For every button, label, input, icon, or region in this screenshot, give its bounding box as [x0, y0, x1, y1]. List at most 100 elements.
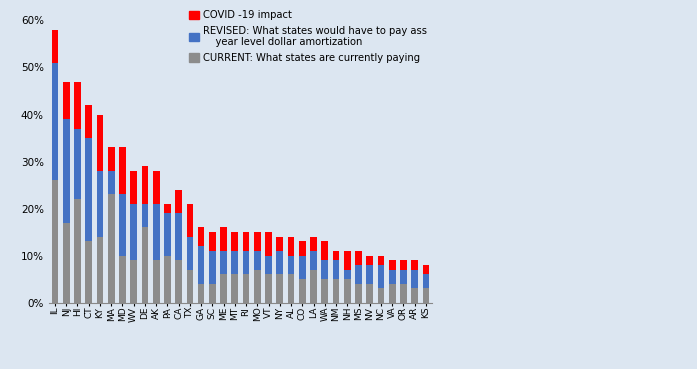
Bar [209, 251, 216, 284]
Bar [164, 213, 171, 256]
Bar [153, 260, 160, 303]
Bar [63, 223, 70, 303]
Bar [277, 237, 283, 251]
Bar [187, 204, 193, 237]
Bar [243, 275, 250, 303]
Bar [277, 275, 283, 303]
Bar [310, 251, 317, 270]
Bar [265, 232, 272, 256]
Bar [209, 284, 216, 303]
Bar [277, 251, 283, 275]
Bar [119, 256, 125, 303]
Bar [141, 166, 148, 204]
Bar [265, 275, 272, 303]
Bar [332, 251, 339, 260]
Bar [153, 204, 160, 260]
Bar [321, 260, 328, 279]
Bar [187, 270, 193, 303]
Bar [378, 265, 384, 289]
Bar [209, 232, 216, 251]
Bar [299, 279, 306, 303]
Bar [52, 30, 59, 63]
Bar [175, 190, 182, 213]
Bar [130, 171, 137, 204]
Bar [97, 114, 103, 171]
Bar [52, 180, 59, 303]
Bar [389, 260, 396, 270]
Bar [344, 270, 351, 279]
Bar [321, 241, 328, 260]
Bar [321, 279, 328, 303]
Bar [254, 232, 261, 251]
Bar [74, 129, 81, 199]
Bar [389, 270, 396, 284]
Bar [85, 105, 92, 138]
Bar [141, 204, 148, 227]
Bar [400, 270, 407, 284]
Bar [299, 241, 306, 256]
Bar [243, 251, 250, 275]
Bar [299, 256, 306, 279]
Bar [265, 256, 272, 275]
Bar [288, 237, 294, 256]
Bar [332, 279, 339, 303]
Bar [198, 227, 204, 246]
Bar [187, 237, 193, 270]
Bar [344, 251, 351, 270]
Bar [63, 119, 70, 223]
Bar [355, 251, 362, 265]
Bar [422, 289, 429, 303]
Bar [367, 265, 373, 284]
Bar [422, 265, 429, 275]
Bar [367, 256, 373, 265]
Bar [243, 232, 250, 251]
Bar [74, 199, 81, 303]
Bar [310, 237, 317, 251]
Bar [119, 194, 125, 256]
Bar [288, 275, 294, 303]
Bar [85, 138, 92, 241]
Bar [153, 171, 160, 204]
Bar [85, 241, 92, 303]
Bar [310, 270, 317, 303]
Bar [411, 260, 418, 270]
Bar [332, 260, 339, 279]
Bar [231, 275, 238, 303]
Bar [220, 227, 227, 251]
Bar [254, 270, 261, 303]
Bar [367, 284, 373, 303]
Bar [108, 194, 114, 303]
Bar [411, 289, 418, 303]
Bar [52, 63, 59, 180]
Bar [231, 232, 238, 251]
Bar [198, 284, 204, 303]
Bar [164, 256, 171, 303]
Bar [344, 279, 351, 303]
Bar [378, 256, 384, 265]
Bar [378, 289, 384, 303]
Bar [97, 171, 103, 237]
Bar [220, 251, 227, 275]
Bar [108, 171, 114, 194]
Bar [220, 275, 227, 303]
Bar [355, 284, 362, 303]
Bar [141, 227, 148, 303]
Bar [400, 284, 407, 303]
Bar [198, 246, 204, 284]
Bar [175, 260, 182, 303]
Bar [108, 148, 114, 171]
Bar [231, 251, 238, 275]
Bar [411, 270, 418, 289]
Bar [74, 82, 81, 129]
Bar [119, 148, 125, 194]
Bar [97, 237, 103, 303]
Bar [422, 275, 429, 289]
Bar [288, 256, 294, 275]
Bar [355, 265, 362, 284]
Bar [63, 82, 70, 119]
Bar [400, 260, 407, 270]
Bar [130, 260, 137, 303]
Bar [175, 213, 182, 260]
Bar [254, 251, 261, 270]
Bar [130, 204, 137, 260]
